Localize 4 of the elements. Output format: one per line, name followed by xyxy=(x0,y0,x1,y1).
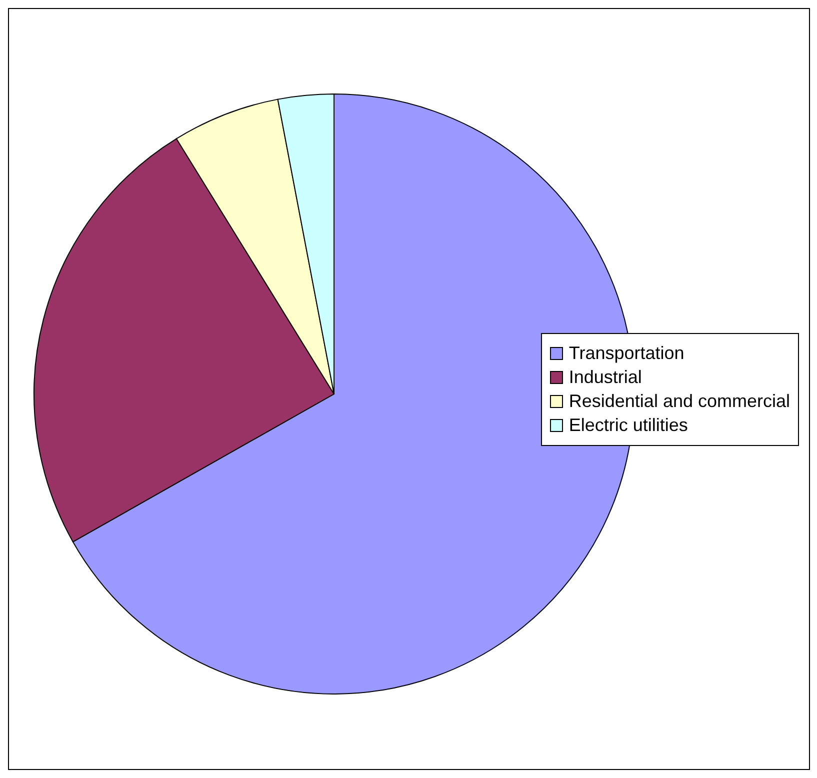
legend-label: Electric utilities xyxy=(568,414,688,436)
legend-label: Transportation xyxy=(568,342,684,364)
legend-label: Residential and commercial xyxy=(568,390,790,412)
legend-label: Industrial xyxy=(568,366,642,388)
